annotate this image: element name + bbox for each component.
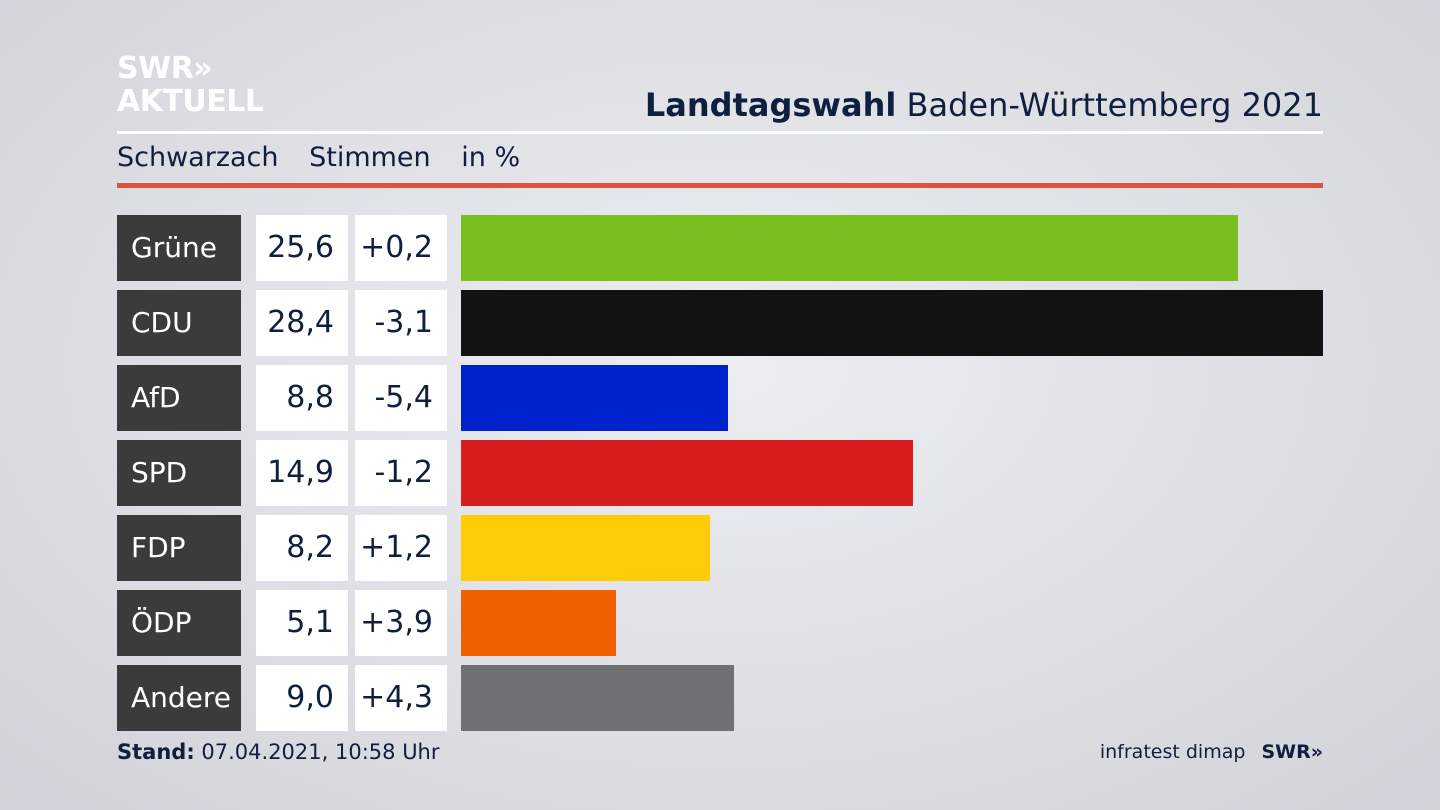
- source-credit: infratest dimap SWR»: [1100, 741, 1323, 763]
- stand-label: Stand:: [117, 740, 195, 764]
- stand-value: 07.04.2021, 10:58 Uhr: [201, 740, 440, 764]
- bar: [461, 515, 710, 581]
- title-rest: Baden-Württemberg 2021: [906, 86, 1324, 124]
- logo-line-2: AKTUELL: [117, 84, 264, 119]
- party-label: AfD: [117, 365, 241, 431]
- party-label: CDU: [117, 290, 241, 356]
- bar-row: SPD 14,9 -1,2: [117, 440, 1323, 506]
- bar-row: Andere 9,0 +4,3: [117, 665, 1323, 731]
- change-label: -1,2: [355, 440, 447, 506]
- party-label: SPD: [117, 440, 241, 506]
- vote-share-label: 5,1: [256, 590, 348, 656]
- change-label: +0,2: [355, 215, 447, 281]
- bar-row: Grüne 25,6 +0,2: [117, 215, 1323, 281]
- bar: [461, 665, 734, 731]
- party-label: ÖDP: [117, 590, 241, 656]
- change-label: +3,9: [355, 590, 447, 656]
- bar: [461, 590, 616, 656]
- party-label: Grüne: [117, 215, 241, 281]
- swr-logo: SWR»: [1261, 741, 1323, 763]
- subheader-place: Schwarzach: [117, 142, 279, 173]
- chart-title: Landtagswahl Baden-Württemberg 2021: [645, 86, 1323, 124]
- bar: [461, 215, 1238, 281]
- logo-line-1: SWR»: [117, 51, 213, 86]
- subheader-unit: in %: [461, 142, 521, 173]
- vote-share-label: 8,2: [256, 515, 348, 581]
- bar-row: FDP 8,2 +1,2: [117, 515, 1323, 581]
- party-label: Andere: [117, 665, 241, 731]
- vote-share-label: 14,9: [256, 440, 348, 506]
- bar-row: AfD 8,8 -5,4: [117, 365, 1323, 431]
- accent-divider: [117, 183, 1323, 188]
- vote-share-label: 8,8: [256, 365, 348, 431]
- party-label: FDP: [117, 515, 241, 581]
- change-label: -3,1: [355, 290, 447, 356]
- change-label: -5,4: [355, 365, 447, 431]
- bar-row: ÖDP 5,1 +3,9: [117, 590, 1323, 656]
- change-label: +4,3: [355, 665, 447, 731]
- title-bold: Landtagswahl: [644, 86, 897, 124]
- vote-share-label: 28,4: [256, 290, 348, 356]
- bar-chart: Grüne 25,6 +0,2 CDU 28,4 -3,1 AfD 8,8 -5,4 SPD 14,…: [117, 215, 1323, 740]
- source-name: infratest dimap: [1099, 741, 1246, 763]
- timestamp: Stand: 07.04.2021, 10:58 Uhr: [117, 740, 440, 764]
- vote-share-label: 25,6: [256, 215, 348, 281]
- change-label: +1,2: [355, 515, 447, 581]
- bar: [461, 440, 913, 506]
- header-divider: [117, 131, 1323, 134]
- swr-aktuell-logo: SWR» AKTUELL: [117, 52, 264, 118]
- vote-share-label: 9,0: [256, 665, 348, 731]
- subheader: Schwarzach Stimmen in %: [117, 142, 542, 173]
- bar: [461, 365, 728, 431]
- subheader-measure: Stimmen: [309, 142, 431, 173]
- bar-row: CDU 28,4 -3,1: [117, 290, 1323, 356]
- bar: [461, 290, 1323, 356]
